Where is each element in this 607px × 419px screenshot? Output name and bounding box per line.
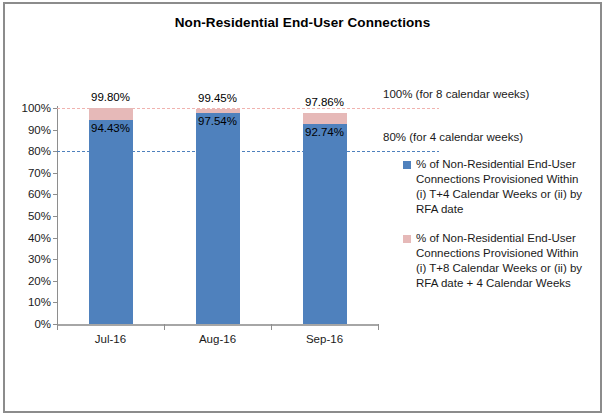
- bar-segment-t4: [196, 113, 240, 324]
- y-tick-label: 90%: [9, 124, 51, 137]
- chart-page: { "title": "Non-Residential End-User Con…: [0, 0, 607, 419]
- x-axis-category-label: Sep-16: [290, 333, 360, 345]
- bar-value-label: 94.43%: [81, 122, 141, 134]
- y-tick-label: 20%: [9, 275, 51, 288]
- bar-segment-t4: [89, 120, 133, 324]
- x-axis-category-label: Aug-16: [183, 333, 253, 345]
- legend-label-line: Connections Provisioned Within: [416, 172, 582, 187]
- y-tick-mark: [53, 216, 57, 217]
- legend-label-line: (i) T+8 Calendar Weeks or (ii) by: [416, 261, 582, 276]
- x-tick-mark: [271, 324, 272, 330]
- legend-label-line: % of Non-Residential End-User: [416, 231, 582, 246]
- y-tick-label: 100%: [9, 102, 51, 115]
- bar-segment-t4: [303, 124, 347, 324]
- bar-segment-t8: [89, 108, 133, 120]
- y-tick-label: 70%: [9, 167, 51, 180]
- y-tick-label: 60%: [9, 188, 51, 201]
- bar-total-label: 99.45%: [188, 92, 248, 104]
- x-tick-mark: [378, 324, 379, 330]
- y-tick-mark: [53, 130, 57, 131]
- legend-label: % of Non-Residential End-UserConnections…: [416, 157, 582, 217]
- y-tick-label: 50%: [9, 210, 51, 223]
- y-tick-mark: [53, 238, 57, 239]
- reference-line-label: 100% (for 8 calendar weeks): [383, 88, 529, 100]
- y-tick-label: 0%: [9, 318, 51, 331]
- chart-title: Non-Residential End-User Connections: [5, 15, 600, 30]
- y-tick-mark: [53, 259, 57, 260]
- legend-label-line: RFA date: [416, 202, 582, 217]
- y-tick-label: 30%: [9, 253, 51, 266]
- reference-line-label: 80% (for 4 calendar weeks): [383, 131, 523, 143]
- y-tick-label: 80%: [9, 145, 51, 158]
- legend-label-line: Connections Provisioned Within: [416, 246, 582, 261]
- legend-item: % of Non-Residential End-UserConnections…: [403, 231, 593, 291]
- chart-frame: Non-Residential End-User Connections % o…: [3, 2, 602, 413]
- legend-label-line: % of Non-Residential End-User: [416, 157, 582, 172]
- x-axis-line: [57, 324, 379, 326]
- bar-value-label: 92.74%: [295, 126, 355, 138]
- bar-value-label: 97.54%: [188, 115, 248, 127]
- y-axis-line: [57, 106, 58, 324]
- bar-segment-t8: [303, 113, 347, 124]
- legend-label: % of Non-Residential End-UserConnections…: [416, 231, 582, 291]
- bar-total-label: 99.80%: [81, 91, 141, 103]
- bar-total-label: 97.86%: [295, 96, 355, 108]
- y-tick-mark: [53, 194, 57, 195]
- x-tick-mark: [57, 324, 58, 330]
- legend-swatch: [403, 161, 411, 169]
- legend-label-line: RFA date + 4 Calendar Weeks: [416, 276, 582, 291]
- y-tick-mark: [53, 173, 57, 174]
- y-tick-mark: [53, 281, 57, 282]
- legend-swatch: [403, 235, 411, 243]
- x-tick-mark: [164, 324, 165, 330]
- legend: % of Non-Residential End-UserConnections…: [403, 157, 593, 305]
- y-tick-label: 10%: [9, 296, 51, 309]
- bar-segment-t8: [196, 109, 240, 113]
- legend-item: % of Non-Residential End-UserConnections…: [403, 157, 593, 217]
- y-tick-label: 40%: [9, 232, 51, 245]
- x-axis-category-label: Jul-16: [76, 333, 146, 345]
- y-tick-mark: [53, 302, 57, 303]
- legend-label-line: (i) T+4 Calendar Weeks or (ii) by: [416, 187, 582, 202]
